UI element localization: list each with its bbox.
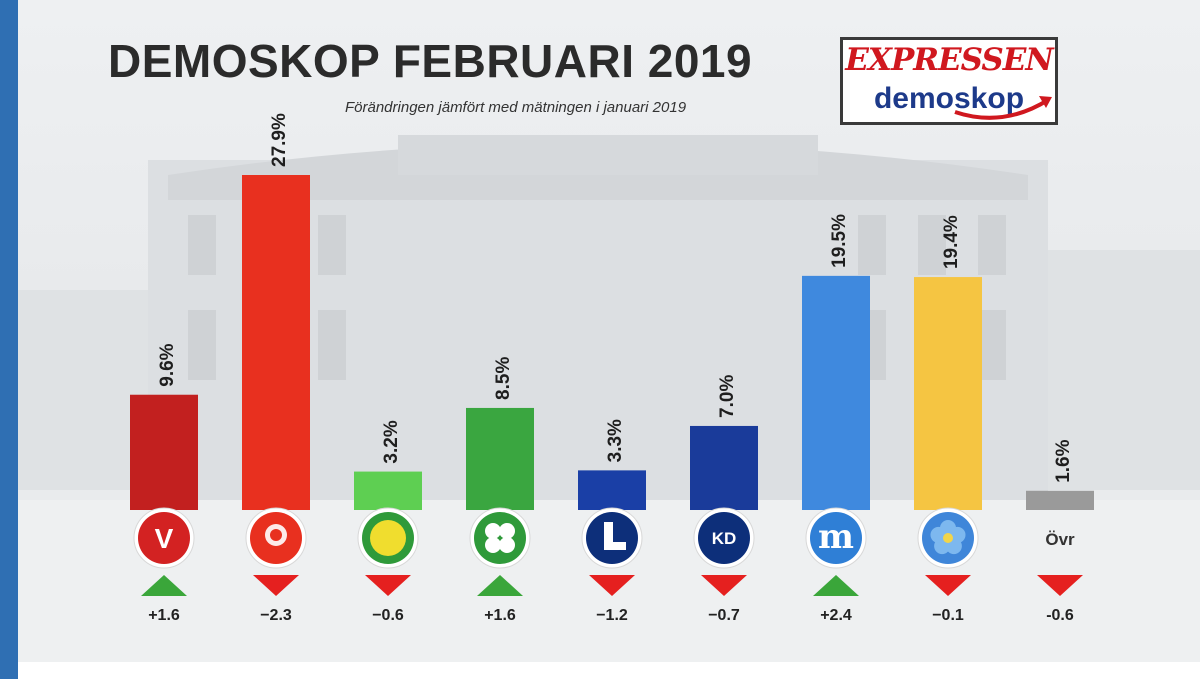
party-logo-icon xyxy=(138,512,190,564)
bar-mp xyxy=(354,471,422,510)
chart-title: DEMOSKOP FEBRUARI 2019 xyxy=(108,35,753,87)
up-arrow-icon xyxy=(477,575,523,596)
change-label: −0.6 xyxy=(372,607,404,624)
bar-övr xyxy=(1026,490,1094,510)
party-logo-glyph: V xyxy=(155,523,174,554)
value-label: 9.6% xyxy=(157,343,178,386)
bottom-border-strip xyxy=(18,662,1200,679)
value-label: 8.5% xyxy=(493,357,514,400)
bar-v xyxy=(130,394,198,510)
party-logo-icon xyxy=(698,512,750,564)
change-label: −0.7 xyxy=(708,607,740,624)
left-border-strip xyxy=(0,0,18,679)
clover-leaf-icon xyxy=(499,537,515,553)
change-label: -0.6 xyxy=(1046,607,1074,624)
change-label: +1.6 xyxy=(148,607,180,624)
down-arrow-icon xyxy=(701,575,747,596)
change-label: −1.2 xyxy=(596,607,628,624)
party-logo-glyph: KD xyxy=(712,529,737,548)
logo-bottom-text: demoskop xyxy=(873,82,1025,115)
up-arrow-icon xyxy=(813,575,859,596)
change-label: −0.1 xyxy=(932,607,964,624)
value-label: 19.4% xyxy=(941,215,962,269)
bar-c xyxy=(466,407,534,510)
category-label-ovr: Övr xyxy=(1045,530,1075,549)
change-label: +2.4 xyxy=(820,607,852,624)
expressen-demoskop-logo: EXPRESSEN demoskop xyxy=(840,37,1058,125)
value-label: 7.0% xyxy=(717,375,738,418)
blue-anemone-center-icon xyxy=(943,533,953,543)
change-label: +1.6 xyxy=(484,607,516,624)
bar-sd xyxy=(914,277,982,510)
bar-kd xyxy=(690,425,758,510)
letter-l-icon xyxy=(604,522,613,550)
rose-center-icon xyxy=(270,529,282,541)
logo-swoosh-arrow-icon xyxy=(954,96,1052,120)
clover-leaf-icon xyxy=(499,523,515,539)
change-label: −2.3 xyxy=(260,607,292,624)
chart-subtitle: Förändringen jämfört med mätningen i jan… xyxy=(345,99,687,116)
party-logo-icon xyxy=(810,512,862,564)
clover-leaf-icon xyxy=(485,523,501,539)
value-label: 3.2% xyxy=(381,420,402,463)
bar-s xyxy=(242,175,310,510)
down-arrow-icon xyxy=(589,575,635,596)
logo-top-text: EXPRESSEN xyxy=(845,42,1053,78)
chart-canvas: DEMOSKOP FEBRUARI 2019 Förändringen jämf… xyxy=(18,0,1200,662)
bar-l xyxy=(578,470,646,510)
value-label: 3.3% xyxy=(605,419,626,462)
dandelion-icon xyxy=(370,520,406,556)
value-label: 19.5% xyxy=(829,214,850,268)
up-arrow-icon xyxy=(141,575,187,596)
down-arrow-icon xyxy=(365,575,411,596)
value-label: 1.6% xyxy=(1053,439,1074,482)
blue-anemone-petal-icon xyxy=(930,526,947,543)
bar-m xyxy=(802,275,870,510)
down-arrow-icon xyxy=(925,575,971,596)
down-arrow-icon xyxy=(1037,575,1083,596)
party-logo-glyph: m xyxy=(818,517,854,557)
clover-leaf-icon xyxy=(485,537,501,553)
party-logo-icon xyxy=(474,512,526,564)
value-label: 27.9% xyxy=(269,113,290,167)
letter-l-foot-icon xyxy=(604,542,626,550)
bar-chart: 9.6% V +1.6 27.9% −2.3 3.2% −0.6 8.5% +1.6 3.3% −1… xyxy=(130,113,1094,624)
down-arrow-icon xyxy=(253,575,299,596)
